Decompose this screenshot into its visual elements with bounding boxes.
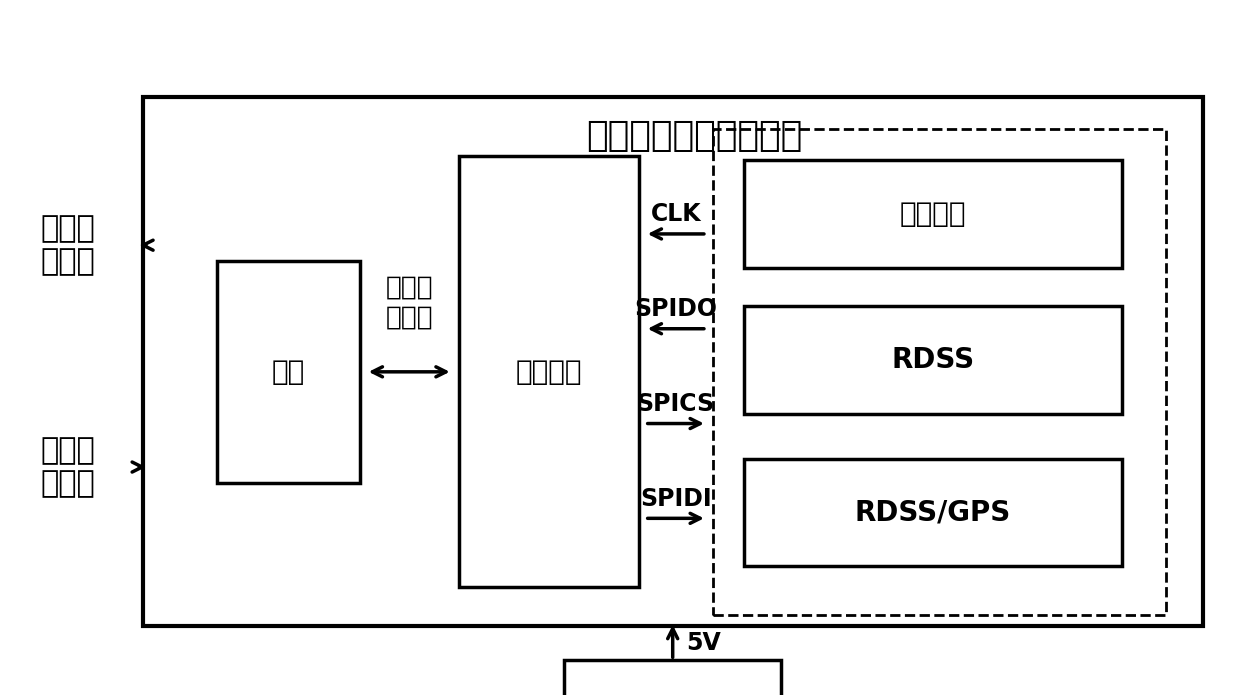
Text: RDSS/GPS: RDSS/GPS <box>854 498 1012 527</box>
Text: 无线信
号接收: 无线信 号接收 <box>41 436 95 498</box>
Text: CLK: CLK <box>651 202 701 227</box>
Text: SPIDI: SPIDI <box>640 487 712 511</box>
Text: SPICS: SPICS <box>636 392 715 416</box>
Bar <box>744 160 1122 268</box>
Text: 天线: 天线 <box>272 358 305 386</box>
Bar <box>564 660 781 695</box>
Text: 控制单元: 控制单元 <box>900 199 966 228</box>
Text: 电池管
理模块: 电池管 理模块 <box>647 693 698 695</box>
Text: RDSS: RDSS <box>892 345 975 374</box>
Bar <box>713 129 1166 615</box>
Bar <box>744 306 1122 414</box>
Text: 5V: 5V <box>686 631 722 655</box>
Bar <box>217 261 360 483</box>
Text: 射频模块: 射频模块 <box>516 358 582 386</box>
Text: 射频同
轴电缆: 射频同 轴电缆 <box>386 275 433 330</box>
Text: SPIDO: SPIDO <box>635 297 717 321</box>
Text: 高精度低功耗北斗模块: 高精度低功耗北斗模块 <box>585 119 802 152</box>
Bar <box>744 459 1122 566</box>
Text: 无线信
号发送: 无线信 号发送 <box>41 214 95 277</box>
Bar <box>459 156 639 587</box>
Bar <box>143 97 1203 626</box>
